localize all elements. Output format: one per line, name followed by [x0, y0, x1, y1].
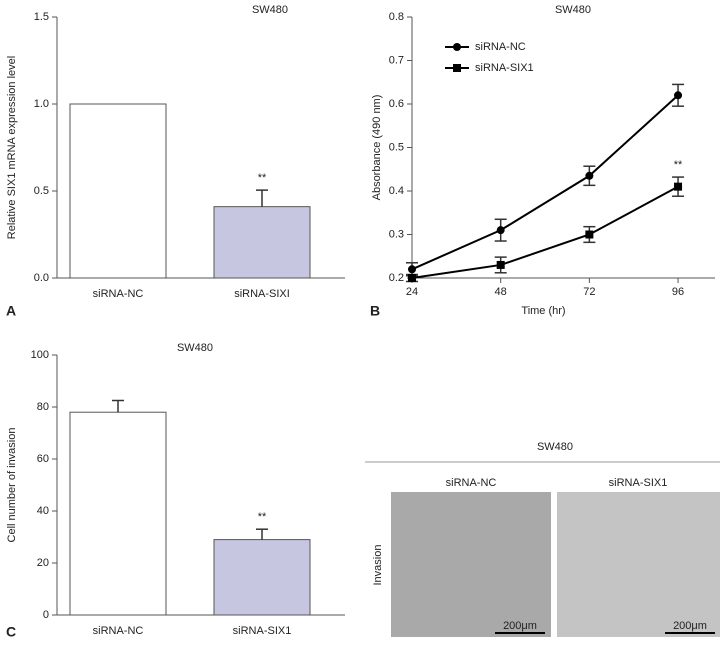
marker [408, 265, 416, 274]
micrograph-panel: SW480 siRNA-NC siRNA-SIX1 Invasion 200μm… [365, 441, 720, 637]
bar [69, 411, 167, 616]
legend-marker [453, 43, 461, 51]
legend-marker [453, 64, 461, 72]
x-tick-label: siRNA-SIX1 [233, 625, 292, 637]
marker [674, 91, 683, 100]
legend-label: siRNA-NC [475, 41, 526, 53]
chart-title: SW480 [555, 4, 591, 16]
y-tick-label: 0.3 [389, 228, 404, 240]
y-tick-label: 60 [37, 453, 49, 465]
marker [674, 182, 683, 191]
y-tick-label: 1.0 [34, 98, 49, 110]
x-tick-label: 48 [495, 286, 507, 298]
y-axis-label: Relative SIX1 mRNA expression level [6, 56, 18, 239]
y-tick-label: 0.4 [389, 185, 404, 197]
column-label: siRNA-NC [446, 477, 497, 489]
panel-letter: A [6, 303, 16, 319]
marker [496, 226, 505, 235]
chart-title: SW480 [177, 342, 213, 354]
y-tick-label: 0 [43, 609, 49, 621]
marker [585, 230, 594, 239]
y-tick-label: 0.5 [34, 185, 49, 197]
annotation: ** [258, 511, 267, 523]
x-tick-label: 72 [583, 286, 595, 298]
y-tick-label: 0.2 [389, 272, 404, 284]
y-axis-label: Cell number of invasion [6, 428, 18, 543]
x-tick-label: siRNA-SIXI [234, 288, 290, 300]
annotation: ** [258, 172, 267, 184]
x-tick-label: 96 [672, 286, 684, 298]
marker [408, 274, 416, 282]
bar [213, 539, 311, 616]
y-tick-label: 0.7 [389, 54, 404, 66]
x-tick-label: siRNA-NC [93, 625, 144, 637]
legend-label: siRNA-SIX1 [475, 62, 534, 74]
chart-title: SW480 [252, 4, 288, 16]
y-tick-label: 100 [31, 349, 49, 361]
y-tick-label: 0.6 [389, 98, 404, 110]
x-tick-label: siRNA-NC [93, 288, 144, 300]
y-tick-label: 1.5 [34, 11, 49, 23]
marker [585, 171, 594, 180]
y-tick-label: 20 [37, 557, 49, 569]
y-tick-label: 80 [37, 401, 49, 413]
y-tick-label: 0.0 [34, 272, 49, 284]
annotation: ** [674, 159, 683, 171]
y-tick-label: 0.5 [389, 141, 404, 153]
x-axis-label: Time (hr) [521, 305, 565, 317]
column-label: siRNA-SIX1 [609, 477, 668, 489]
line [411, 185, 679, 279]
x-tick-label: 24 [406, 286, 418, 298]
row-label: Invasion [372, 545, 384, 586]
line [411, 94, 679, 271]
scale-bar-label: 200μm [503, 620, 537, 632]
y-tick-label: 40 [37, 505, 49, 517]
micrograph [391, 492, 551, 637]
micrograph [557, 492, 720, 637]
panel-letter: B [370, 303, 380, 319]
y-axis-label: Absorbance (490 nm) [371, 95, 383, 201]
panel-title: SW480 [537, 441, 573, 453]
y-tick-label: 0.8 [389, 11, 404, 23]
bar [69, 103, 167, 279]
scale-bar-label: 200μm [673, 620, 707, 632]
panel-letter: C [6, 624, 16, 640]
marker [496, 260, 505, 269]
bar [213, 206, 311, 279]
